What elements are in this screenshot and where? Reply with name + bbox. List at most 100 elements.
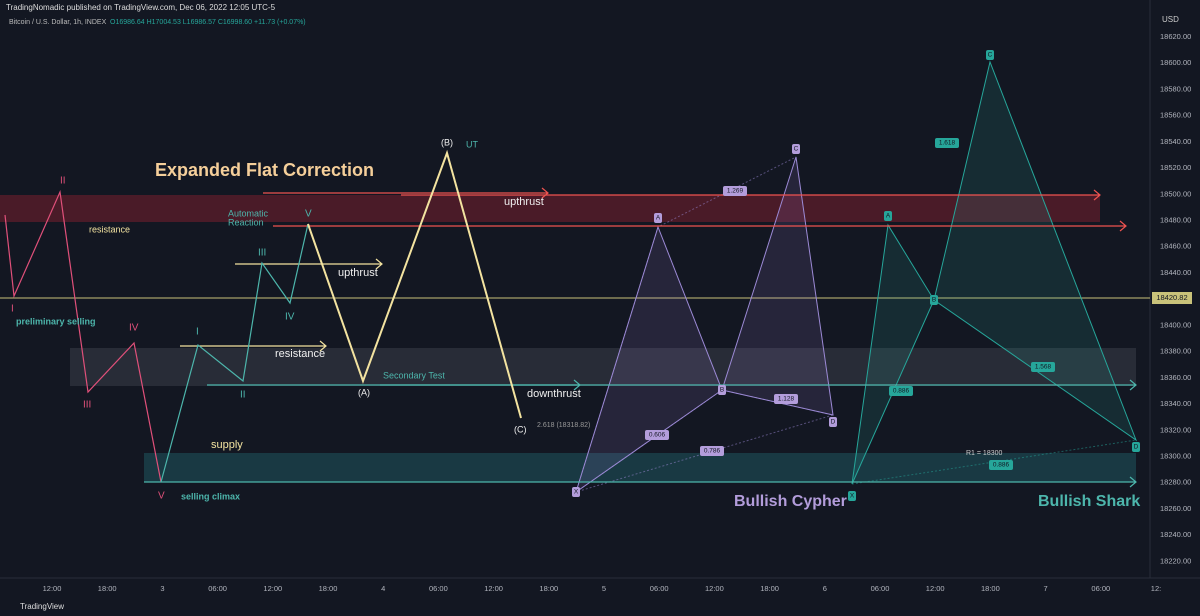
pattern-label: C xyxy=(988,52,993,59)
price-label: 18240.00 xyxy=(1160,530,1191,539)
time-label: 06:00 xyxy=(429,584,448,593)
time-label: 12: xyxy=(1151,584,1161,593)
annotation: Reaction xyxy=(228,217,264,227)
annotation: UT xyxy=(466,139,478,149)
annotation: (A) xyxy=(358,387,370,397)
price-label: 18400.00 xyxy=(1160,320,1191,329)
annotation: upthrust xyxy=(338,267,378,279)
time-label: 18:00 xyxy=(760,584,779,593)
annotation: (B) xyxy=(441,137,453,147)
time-label: 12:00 xyxy=(926,584,945,593)
last-price-badge xyxy=(1152,292,1192,304)
price-label: 18280.00 xyxy=(1160,478,1191,487)
time-label: 12:00 xyxy=(484,584,503,593)
annotation: upthrust xyxy=(504,196,544,208)
pattern-label: 1.269 xyxy=(727,188,744,195)
time-label: 3 xyxy=(160,584,164,593)
pattern-label: 0.886 xyxy=(993,462,1010,469)
pattern-label-bg xyxy=(572,487,580,497)
price-label: 18220.00 xyxy=(1160,556,1191,565)
pattern-label: A xyxy=(656,215,661,222)
pattern-label-bg xyxy=(792,144,800,154)
time-label: 6 xyxy=(823,584,827,593)
price-label: 18360.00 xyxy=(1160,373,1191,382)
annotation: selling climax xyxy=(181,491,240,501)
pattern-label-bg xyxy=(889,386,913,396)
annotation: resistance xyxy=(89,224,130,234)
price-label: 18560.00 xyxy=(1160,111,1191,120)
annotation: II xyxy=(60,176,66,187)
time-label: 12:00 xyxy=(705,584,724,593)
range-zone xyxy=(70,348,1136,386)
time-label: 18:00 xyxy=(319,584,338,593)
pattern-label-bg xyxy=(774,394,798,404)
wave-pink xyxy=(4,189,162,483)
price-label: 18380.00 xyxy=(1160,347,1191,356)
annotation: III xyxy=(258,248,266,259)
annotation: downthrust xyxy=(527,388,581,400)
time-label: 06:00 xyxy=(208,584,227,593)
annotation: 2.618 (18318.82) xyxy=(537,422,590,429)
pattern-label: 1.128 xyxy=(778,396,795,403)
pattern-label: D xyxy=(831,419,836,426)
price-label: 18260.00 xyxy=(1160,504,1191,513)
price-label: 18540.00 xyxy=(1160,137,1191,146)
time-label: 12:00 xyxy=(263,584,282,593)
pattern-label-bg xyxy=(700,446,724,456)
price-label: 18440.00 xyxy=(1160,268,1191,277)
annotation: supply xyxy=(211,439,243,451)
pattern-label-bg xyxy=(723,186,747,196)
pattern-label-bg xyxy=(848,491,856,501)
annotation: III xyxy=(83,400,91,411)
annotation: (C) xyxy=(514,424,527,434)
pattern-label-bg xyxy=(989,460,1013,470)
price-label: 18320.00 xyxy=(1160,425,1191,434)
price-label: 18480.00 xyxy=(1160,216,1191,225)
pattern-label: D xyxy=(1134,444,1139,451)
pattern-label: X xyxy=(574,489,579,496)
arrows xyxy=(144,187,1137,488)
annotation: Expanded Flat Correction xyxy=(155,160,374,180)
publisher: TradingNomadic published on TradingView.… xyxy=(6,3,276,12)
pattern-label: 0.606 xyxy=(649,432,666,439)
time-label: 7 xyxy=(1044,584,1048,593)
price-label: 18580.00 xyxy=(1160,84,1191,93)
price-unit: USD xyxy=(1162,15,1179,24)
time-label: 18:00 xyxy=(98,584,117,593)
symbol: Bitcoin / U.S. Dollar, 1h, INDEX xyxy=(9,19,107,26)
pattern-label: B xyxy=(720,387,724,394)
supply-zone xyxy=(144,453,1136,482)
time-label: 4 xyxy=(381,584,385,593)
time-label: 06:00 xyxy=(871,584,890,593)
time-label: 06:00 xyxy=(650,584,669,593)
pattern-label: 1.568 xyxy=(1035,364,1052,371)
annotation: preliminary selling xyxy=(16,316,96,326)
annotation: I xyxy=(196,327,199,338)
wave-yellow xyxy=(307,149,522,419)
pattern-label-bg xyxy=(654,213,662,223)
time-label: 18:00 xyxy=(539,584,558,593)
annotation: Bullish Shark xyxy=(1038,493,1140,510)
annotation: I xyxy=(11,304,14,315)
pattern-label-bg xyxy=(930,295,938,305)
time-label: 18:00 xyxy=(981,584,1000,593)
annotation: IV xyxy=(285,312,295,323)
resistance-zone xyxy=(0,195,1100,222)
pattern-label: 1.618 xyxy=(939,140,956,147)
annotation: Bullish Cypher xyxy=(734,493,847,510)
annotation: R1 = 18300 xyxy=(966,450,1002,457)
price-label: 18340.00 xyxy=(1160,399,1191,408)
price-label: 18600.00 xyxy=(1160,58,1191,67)
ohlc: O16986.64 H17004.53 L16986.57 C16998.60 … xyxy=(110,19,306,26)
pattern-label: B xyxy=(932,297,936,304)
pattern-label-bg xyxy=(935,138,959,148)
pattern-label: X xyxy=(850,493,855,500)
annotation: Secondary Test xyxy=(383,370,445,380)
pattern-label-bg xyxy=(829,417,837,427)
pattern-label-bg xyxy=(718,385,726,395)
annotation: IV xyxy=(129,323,139,334)
price-label: 18300.00 xyxy=(1160,452,1191,461)
annotation: V xyxy=(158,491,165,502)
